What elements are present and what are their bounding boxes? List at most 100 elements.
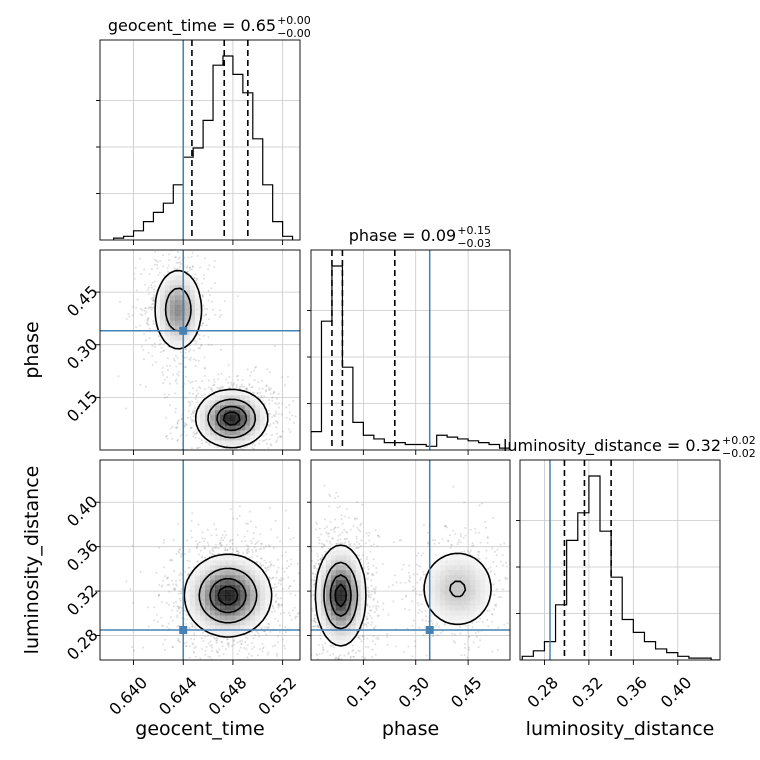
contour-line <box>216 405 248 432</box>
sample-point <box>179 351 182 354</box>
sample-point <box>153 285 156 288</box>
sample-point <box>460 654 463 657</box>
sample-point <box>361 634 364 637</box>
sample-point <box>204 649 207 652</box>
sample-point <box>325 531 328 534</box>
density-cell <box>265 590 271 596</box>
sample-point <box>307 592 309 594</box>
density-cell <box>170 270 176 276</box>
sample-point <box>321 673 323 675</box>
sample-point <box>213 282 216 284</box>
density-cell <box>210 435 216 441</box>
density-cell <box>190 300 196 306</box>
sample-point <box>197 446 200 449</box>
sample-point <box>289 592 292 595</box>
sample-point <box>373 597 376 600</box>
sample-point <box>246 522 249 525</box>
sample-point <box>236 641 239 644</box>
density-cell <box>260 600 266 606</box>
sample-point <box>481 621 484 624</box>
sample-point <box>190 506 192 508</box>
density-cell <box>215 425 221 431</box>
density-cell <box>240 430 246 436</box>
sample-point <box>272 645 275 648</box>
sample-point <box>323 544 326 547</box>
sample-point <box>501 554 504 557</box>
density-cell <box>200 595 206 601</box>
sample-point <box>248 384 251 387</box>
sample-point <box>250 540 253 542</box>
sample-point <box>155 259 158 262</box>
sample-point <box>159 259 162 262</box>
sample-point <box>255 688 257 690</box>
sample-point <box>392 541 395 544</box>
sample-point <box>155 572 158 575</box>
density-cell <box>240 565 246 571</box>
sample-point <box>239 669 241 671</box>
sample-point <box>466 656 469 659</box>
sample-point <box>279 540 281 543</box>
sample-point <box>306 539 308 541</box>
density-cell <box>200 400 206 406</box>
sample-point <box>271 416 274 419</box>
sample-point <box>235 384 238 387</box>
sample-point <box>213 637 216 640</box>
sample-point <box>349 542 352 545</box>
sample-point <box>496 648 499 651</box>
sample-point <box>316 552 319 555</box>
density-cell <box>220 440 226 446</box>
panel-geocent_time-vs-luminosity_distance <box>99 459 307 690</box>
sample-point <box>320 546 323 548</box>
sample-point <box>355 547 358 550</box>
sample-point <box>375 604 378 607</box>
sample-point <box>315 624 318 627</box>
density-cell <box>185 300 191 306</box>
sample-point <box>226 548 229 551</box>
sample-point <box>184 366 187 369</box>
sample-point <box>420 603 423 606</box>
sample-point <box>305 586 307 588</box>
sample-point <box>370 579 373 582</box>
sample-point <box>317 688 319 690</box>
density-cell <box>205 590 211 596</box>
density-cell <box>160 290 166 296</box>
sample-point <box>279 580 282 583</box>
density-cell <box>235 605 241 611</box>
sample-point <box>440 632 443 634</box>
sample-point <box>139 324 142 327</box>
sample-point <box>339 542 342 545</box>
sample-point <box>372 587 375 590</box>
density-cell <box>185 340 191 346</box>
density-cell <box>165 280 171 286</box>
sample-point <box>371 590 374 593</box>
density-cell <box>185 280 191 286</box>
sample-point <box>269 423 272 426</box>
sample-point <box>275 397 278 400</box>
density-cell <box>255 595 261 601</box>
sample-point <box>477 550 480 553</box>
sample-point <box>316 654 319 657</box>
sample-point <box>304 510 306 512</box>
sample-point <box>485 557 488 560</box>
sample-point <box>324 642 327 645</box>
sample-point <box>281 587 284 590</box>
sample-point <box>252 532 255 535</box>
sample-point <box>149 306 152 309</box>
sample-point <box>213 452 215 454</box>
sample-point <box>359 524 362 527</box>
sample-point <box>276 570 279 573</box>
sample-point <box>331 664 333 666</box>
sample-point <box>349 544 352 547</box>
sample-point <box>335 543 338 546</box>
sample-point <box>287 576 290 579</box>
sample-point <box>262 440 264 442</box>
sample-point <box>484 521 487 523</box>
sample-point <box>187 380 190 382</box>
sample-point <box>334 657 337 660</box>
sample-point <box>195 340 198 343</box>
sample-point <box>347 651 350 654</box>
sample-point <box>335 491 338 494</box>
sample-point <box>375 609 378 611</box>
contour-line <box>164 287 257 439</box>
sample-point <box>150 286 153 289</box>
